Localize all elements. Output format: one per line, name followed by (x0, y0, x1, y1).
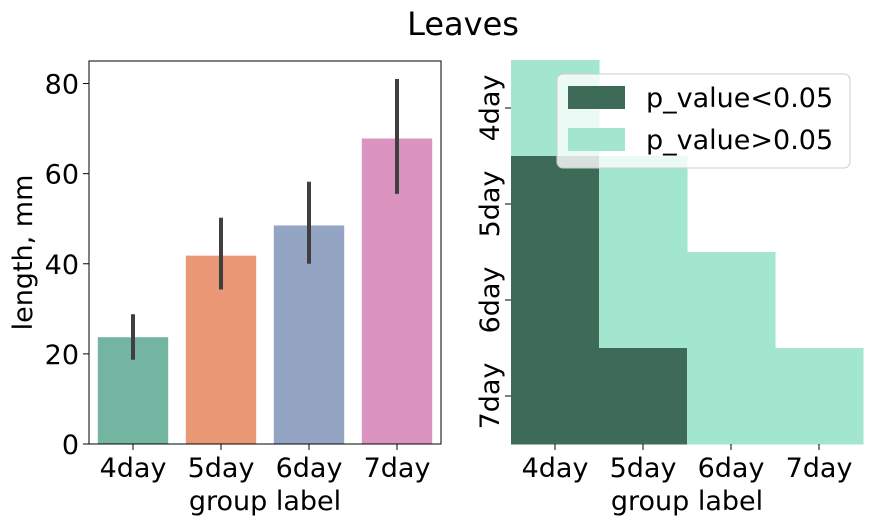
legend-box (556, 73, 851, 169)
y-axis-label: length, mm (8, 175, 39, 331)
heatmap-x-tick-label: 7day (786, 453, 853, 484)
heatmap-cell-7day-4day (511, 348, 600, 445)
heatmap-y-tick-label: 7day (475, 363, 506, 430)
heatmap-cell-5day-4day (511, 156, 600, 253)
heatmap-cell-5day-5day (599, 156, 688, 253)
x-tick-label: 6day (276, 453, 343, 484)
heatmap-y-tick-label: 5day (475, 171, 506, 238)
legend: p_value<0.05 p_value>0.05 (556, 73, 851, 169)
heatmap-cell-7day-6day (687, 348, 776, 445)
y-tick-label: 20 (45, 340, 79, 371)
y-tick-label: 80 (45, 70, 79, 101)
heatmap-chart: 4day 5day 6day 7day 4day 5day 6day 7day group la… (475, 60, 864, 517)
x-tick-label: 5day (188, 453, 255, 484)
y-tick-label: 0 (62, 430, 79, 461)
heatmap-cell-7day-7day (775, 348, 864, 445)
x-axis-label: group label (189, 486, 341, 517)
chart-title: Leaves (407, 5, 519, 43)
x-tick-label: 4day (100, 453, 167, 484)
heatmap-cell-7day-5day (599, 348, 688, 445)
x-tick-label: 7day (364, 453, 431, 484)
heatmap-cell-6day-5day (599, 252, 688, 349)
y-tick-label: 60 (45, 160, 79, 191)
bar-chart: 0 20 40 60 80 4day 5day 6day 7day group label leng… (8, 60, 442, 517)
heatmap-y-tick-label: 6day (475, 267, 506, 334)
heatmap-cell-6day-6day (687, 252, 776, 349)
heatmap-x-tick-label: 5day (610, 453, 677, 484)
y-tick-label: 40 (45, 250, 79, 281)
heatmap-x-axis-label: group label (611, 486, 763, 517)
legend-swatch-nonsig (568, 128, 625, 151)
heatmap-y-tick-label: 4day (475, 75, 506, 142)
bar-axes-frame (88, 60, 442, 445)
heatmap-cell-6day-4day (511, 252, 600, 349)
legend-swatch-sig (568, 86, 625, 109)
legend-label: p_value<0.05 (646, 83, 833, 114)
legend-label: p_value>0.05 (646, 125, 833, 156)
heatmap-x-tick-label: 6day (698, 453, 765, 484)
heatmap-x-tick-label: 4day (522, 453, 589, 484)
